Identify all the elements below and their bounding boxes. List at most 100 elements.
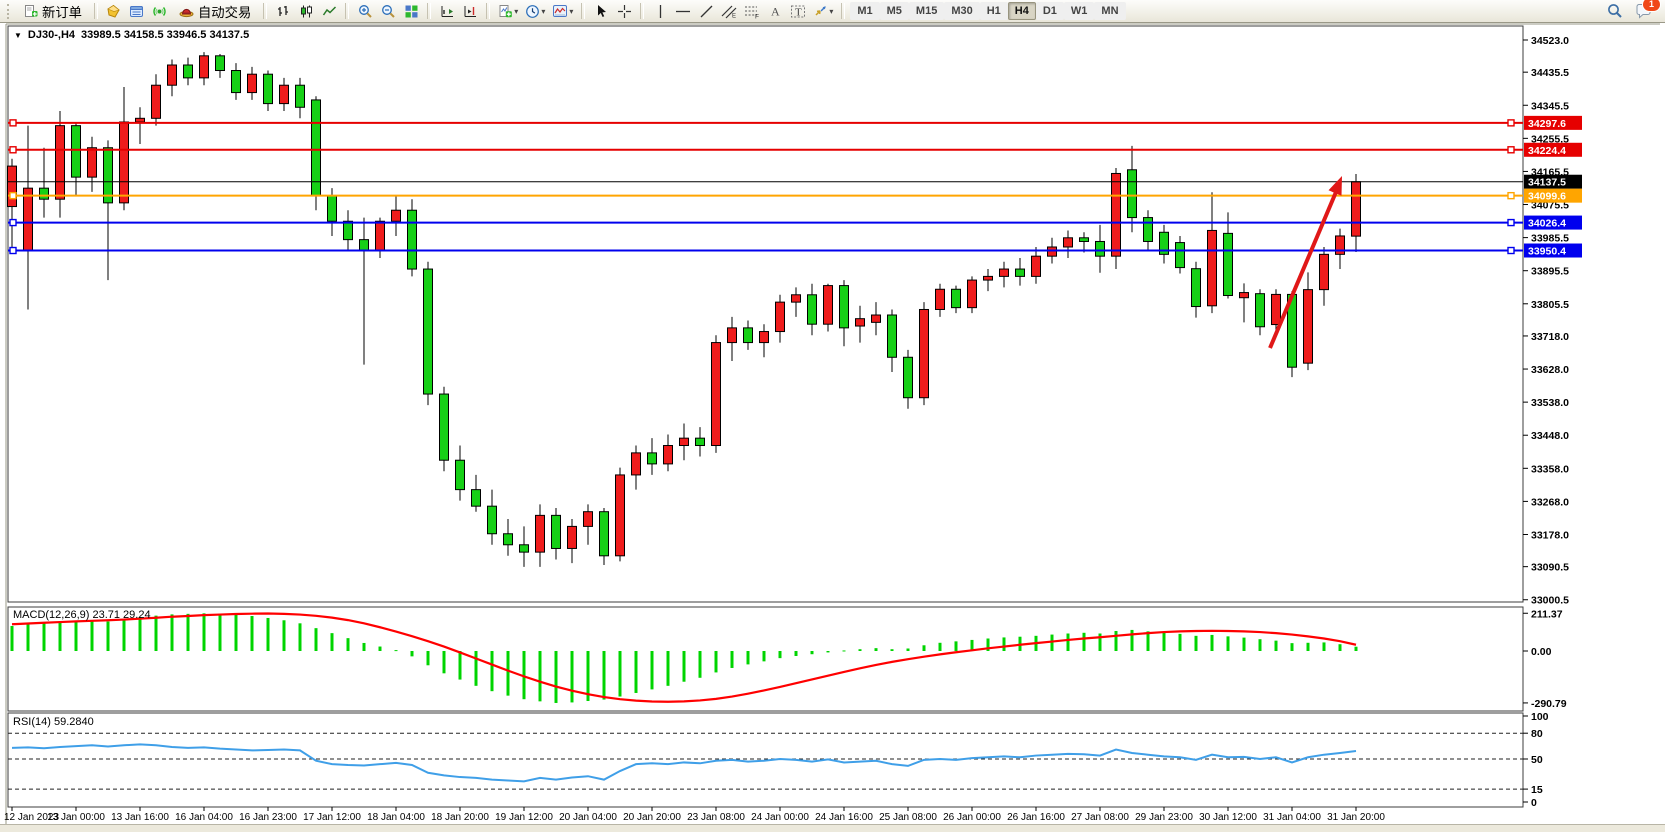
candle [1063, 237, 1073, 248]
search-button[interactable] [1604, 1, 1626, 21]
timeframe-h4-button[interactable]: H4 [1007, 2, 1036, 20]
svg-text:E: E [732, 13, 736, 19]
candle [407, 209, 417, 270]
tile-windows-button[interactable] [400, 1, 422, 21]
macd-histogram-bar [106, 621, 110, 651]
candle [263, 73, 273, 105]
macd-histogram-bar [490, 651, 494, 692]
candle [1175, 242, 1185, 269]
candle [119, 121, 129, 204]
chart-shift-button[interactable] [459, 1, 481, 21]
macd-histogram-bar [1098, 633, 1102, 651]
auto-scroll-button[interactable] [436, 1, 458, 21]
line-handle[interactable] [9, 119, 17, 127]
candle [935, 288, 945, 310]
add-indicator-icon [499, 4, 513, 17]
line-handle[interactable] [9, 246, 17, 255]
separator [486, 3, 491, 19]
macd-histogram-bar [314, 628, 318, 651]
line-handle[interactable] [1507, 218, 1515, 227]
macd-histogram-bar [330, 633, 334, 651]
line-handle[interactable] [9, 146, 17, 154]
indicators-button[interactable]: ▾ [495, 1, 521, 21]
zoom-out-button[interactable] [377, 1, 399, 21]
macd-histogram-bar [1290, 643, 1294, 651]
macd-histogram-bar [10, 626, 14, 651]
trend-arrow-annotation[interactable] [1268, 176, 1342, 349]
rsi-axis-label: 50 [1531, 754, 1543, 766]
time-tick-label: 24 Jan 16:00 [815, 812, 873, 823]
line-handle[interactable] [1507, 119, 1515, 127]
macd-histogram-bar [698, 651, 702, 678]
macd-histogram-bar [586, 651, 590, 701]
collapse-triangle[interactable]: ▼ [14, 30, 22, 40]
macd-histogram-bar [1066, 633, 1070, 651]
vertical-line-button[interactable] [649, 1, 671, 21]
text-button[interactable]: A [764, 1, 786, 21]
line-chart-button[interactable] [318, 1, 340, 21]
navigator-button[interactable] [149, 1, 171, 21]
price-tick-label: 33805.5 [1531, 299, 1569, 311]
candle [375, 220, 385, 252]
candle [679, 437, 689, 447]
bar-chart-button[interactable] [272, 1, 294, 21]
price-tick-label: 33178.0 [1531, 529, 1569, 541]
candle [1239, 292, 1249, 299]
toolbar-grip[interactable] [7, 3, 13, 19]
line-handle[interactable] [1507, 146, 1515, 154]
macd-histogram-bar [794, 651, 798, 656]
market-watch-button[interactable] [103, 1, 125, 21]
candle [871, 314, 881, 323]
candle [695, 437, 705, 447]
time-tick-label: 18 Jan 20:00 [431, 812, 489, 823]
arrows-button[interactable]: ▾ [810, 1, 836, 21]
macd-histogram-bar [26, 624, 30, 651]
timeframe-m30-button[interactable]: M30 [944, 2, 980, 20]
macd-histogram-bar [842, 650, 846, 652]
macd-histogram-bar [506, 651, 510, 696]
time-tick-label: 13 Jan 00:00 [47, 812, 105, 823]
fibonacci-button[interactable]: F [741, 1, 763, 21]
notification-badge[interactable]: 1 [1642, 0, 1661, 12]
auto-trading-button[interactable]: 自动交易 [172, 1, 258, 21]
rsi-axis-label: 100 [1531, 711, 1549, 723]
timeframe-w1-button[interactable]: W1 [1063, 2, 1095, 20]
toolbar: 新订单 [0, 0, 1665, 23]
candle [631, 452, 641, 476]
zoom-in-button[interactable] [354, 1, 376, 21]
timeframe-h1-button[interactable]: H1 [979, 2, 1008, 20]
macd-histogram-bar [986, 638, 990, 651]
line-handle[interactable] [9, 191, 17, 200]
trendline-button[interactable] [695, 1, 717, 21]
timeframe-m1-button[interactable]: M1 [850, 2, 880, 20]
template-icon [553, 5, 568, 17]
new-order-button[interactable]: 新订单 [17, 1, 89, 21]
candle [439, 393, 449, 461]
crosshair-button[interactable] [613, 1, 635, 21]
price-axis[interactable]: 34523.034435.534345.534255.534165.534075… [1523, 35, 1569, 607]
macd-histogram-bar [570, 651, 574, 703]
candle [471, 489, 481, 507]
horizontal-lines[interactable]: 34297.6 34224.4 34137.5 34099.6 34026.4 33950… [8, 115, 1582, 258]
line-handle[interactable] [1507, 246, 1515, 255]
line-handle[interactable] [1507, 191, 1515, 200]
timeframe-m5-button[interactable]: M5 [879, 2, 909, 20]
candlestick-chart-button[interactable] [295, 1, 317, 21]
cursor-button[interactable] [590, 1, 612, 21]
text-label-button[interactable]: T [787, 1, 809, 21]
timeframe-m15-button[interactable]: M15 [908, 2, 945, 20]
templates-button[interactable]: ▾ [549, 1, 576, 21]
equidistant-channel-button[interactable]: E [718, 1, 740, 21]
candle [759, 331, 769, 344]
periods-button[interactable]: ▾ [522, 1, 548, 21]
timeframe-d1-button[interactable]: D1 [1035, 2, 1064, 20]
line-handle[interactable] [9, 218, 17, 227]
horizontal-line-button[interactable] [672, 1, 694, 21]
time-tick-label: 29 Jan 23:00 [1135, 812, 1193, 823]
data-window-button[interactable] [126, 1, 148, 21]
rsi-panel: 100 80 50 150 [8, 711, 1549, 809]
timeframe-mn-button[interactable]: MN [1094, 2, 1126, 20]
